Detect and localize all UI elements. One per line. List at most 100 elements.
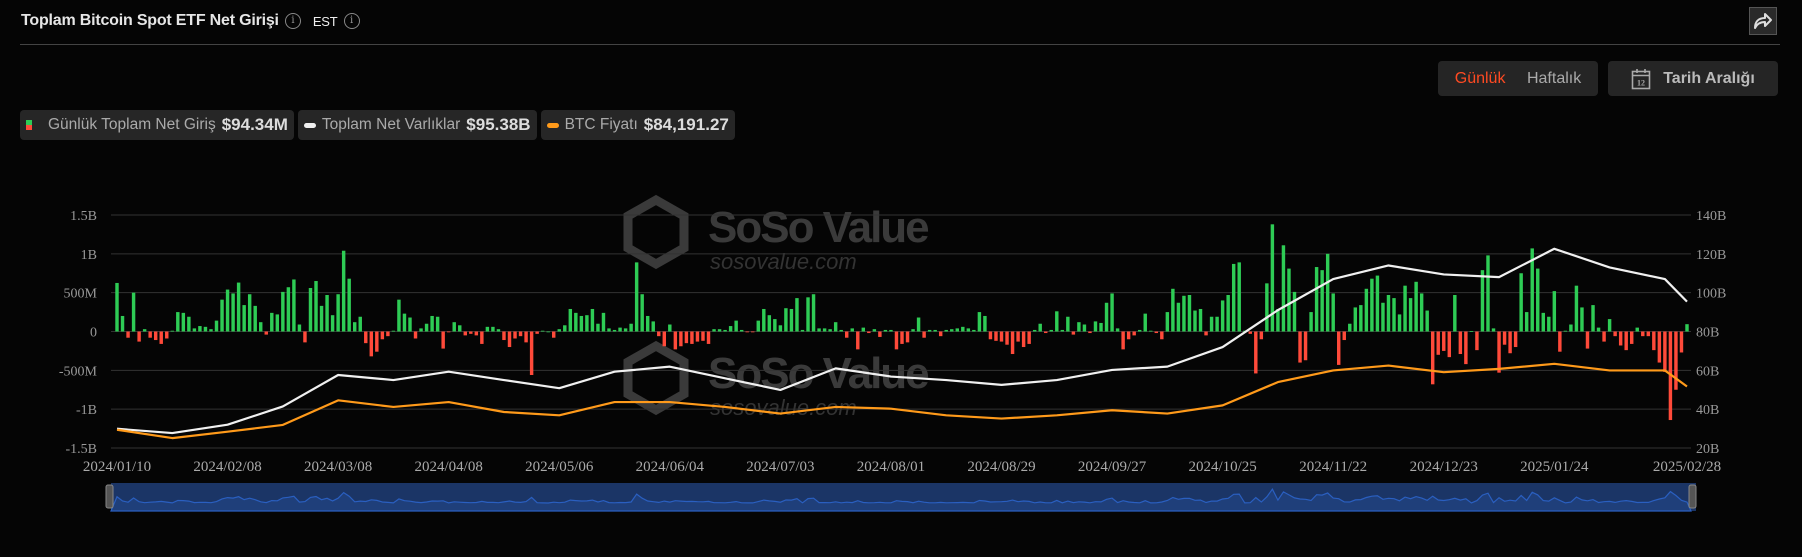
navigator-handle[interactable] (105, 484, 114, 509)
bar-daily-net-inflow (1541, 312, 1545, 332)
x-axis-tick: 2024/07/03 (746, 459, 814, 475)
bar-daily-net-inflow (126, 331, 130, 338)
bar-daily-net-inflow (176, 312, 180, 332)
date-range-button[interactable]: 12 Tarih Aralığı (1608, 61, 1778, 96)
bar-daily-net-inflow (480, 331, 484, 344)
info-icon[interactable]: i (284, 13, 301, 29)
bar-daily-net-inflow (1187, 294, 1192, 332)
bar-daily-net-inflow (1193, 310, 1197, 332)
watermark-logo-icon (623, 340, 689, 416)
legend-label: Toplam Net Varlıklar (321, 116, 461, 133)
bar-daily-net-inflow (397, 299, 401, 332)
bar-daily-net-inflow (1204, 331, 1208, 336)
bar-daily-net-inflow (247, 294, 252, 332)
bar-daily-net-inflow (927, 329, 932, 332)
bar-daily-net-inflow (1093, 321, 1098, 332)
bar-daily-net-inflow (739, 329, 744, 332)
range-navigator[interactable] (105, 483, 1697, 512)
legend-item-net-assets[interactable]: Toplam Net Varlıklar $95.38B (297, 110, 537, 140)
tab-weekly[interactable]: Haftalık (1526, 69, 1582, 87)
orange-line-swatch-icon (546, 122, 559, 128)
bar-daily-net-inflow (690, 331, 694, 344)
bar-daily-net-inflow (524, 331, 528, 343)
white-line-swatch-icon (303, 122, 316, 128)
x-axis-tick: 2024/04/08 (415, 459, 483, 475)
bar-daily-net-inflow (844, 331, 849, 338)
bar-daily-net-inflow (861, 327, 866, 332)
bar-daily-net-inflow (358, 316, 362, 332)
bar-daily-net-inflow (1032, 329, 1037, 332)
bar-daily-net-inflow (458, 325, 462, 332)
legend-value: $94.34M (221, 115, 288, 134)
bar-daily-net-inflow (386, 331, 390, 337)
bar-daily-net-inflow (922, 331, 926, 338)
bar-daily-net-inflow (972, 329, 976, 332)
bar-daily-net-inflow (1386, 294, 1391, 332)
bar-daily-net-inflow (1502, 331, 1507, 345)
bar-daily-net-inflow (839, 329, 843, 332)
bar-daily-net-inflow (833, 322, 838, 332)
bar-daily-net-inflow (452, 322, 456, 332)
bar-daily-net-inflow (1337, 331, 1341, 365)
bar-daily-net-inflow (225, 289, 230, 332)
bar-daily-net-inflow (645, 315, 650, 332)
bar-daily-net-inflow (789, 308, 794, 332)
bar-daily-net-inflow (1596, 327, 1601, 332)
bar-daily-net-inflow (1209, 316, 1214, 332)
bar-daily-net-inflow (1381, 302, 1385, 332)
right-axis-tick: 60B (1696, 364, 1719, 379)
watermark-url: sosovalue.com (710, 249, 857, 274)
bar-daily-net-inflow (778, 325, 783, 332)
bar-daily-net-inflow (850, 328, 854, 332)
bar-daily-net-inflow (292, 279, 296, 332)
info-icon[interactable]: i (343, 13, 360, 29)
left-axis-tick: -1.5B (66, 442, 98, 457)
bar-daily-net-inflow (1066, 316, 1070, 332)
bar-daily-net-inflow (159, 331, 163, 344)
bar-daily-net-inflow (1309, 312, 1313, 332)
left-axis-tick: -500M (59, 364, 98, 379)
bar-daily-net-inflow (148, 331, 152, 338)
bar-daily-net-inflow (1574, 285, 1579, 332)
bar-daily-net-inflow (1160, 331, 1164, 340)
navigator-handle[interactable] (1688, 484, 1697, 509)
bar-daily-net-inflow (496, 329, 501, 332)
line-net-assets (116, 247, 1688, 435)
bar-daily-net-inflow (784, 308, 788, 332)
legend-item-daily-inflow[interactable]: Günlük Toplam Net Giriş $94.34M (20, 110, 294, 140)
bar-daily-net-inflow (1359, 305, 1363, 332)
legend: Günlük Toplam Net Giriş $94.34M Toplam N… (20, 110, 735, 140)
bar-daily-net-inflow (585, 315, 589, 332)
tab-daily[interactable]: Günlük (1454, 69, 1506, 87)
bar-daily-net-inflow (596, 323, 600, 332)
bar-daily-net-inflow (933, 329, 937, 332)
x-axis-tick: 2024/06/04 (636, 459, 705, 475)
bar-daily-net-inflow (364, 331, 368, 344)
left-axis-tick: 1B (81, 248, 97, 263)
bar-daily-net-inflow (347, 278, 351, 332)
bar-daily-net-inflow (1480, 270, 1485, 332)
bar-daily-net-inflow (706, 331, 711, 344)
bar-daily-net-inflow (1121, 331, 1125, 350)
bar-daily-net-inflow (1038, 323, 1042, 332)
bar-daily-net-inflow (540, 330, 545, 332)
legend-item-btc-price[interactable]: BTC Fiyatı $84,191.27 (540, 110, 735, 140)
bar-daily-net-inflow (1149, 330, 1153, 332)
share-button[interactable] (1749, 7, 1777, 35)
bar-daily-net-inflow (1607, 319, 1612, 332)
bar-daily-net-inflow (640, 294, 644, 332)
bar-daily-net-inflow (391, 330, 396, 332)
bar-daily-net-inflow (1027, 331, 1031, 344)
bar-daily-net-inflow (1154, 331, 1159, 334)
bar-daily-net-inflow (485, 326, 490, 332)
bar-daily-net-inflow (165, 331, 169, 339)
bar-daily-net-inflow (673, 331, 678, 350)
bar-daily-net-inflow (679, 331, 683, 347)
watermark-logo-icon (623, 194, 689, 270)
bar-daily-net-inflow (961, 326, 965, 332)
bar-daily-net-inflow (1165, 312, 1170, 332)
bar-daily-net-inflow (1453, 294, 1457, 332)
bar-daily-net-inflow (1652, 331, 1656, 351)
bar-daily-net-inflow (214, 320, 219, 332)
